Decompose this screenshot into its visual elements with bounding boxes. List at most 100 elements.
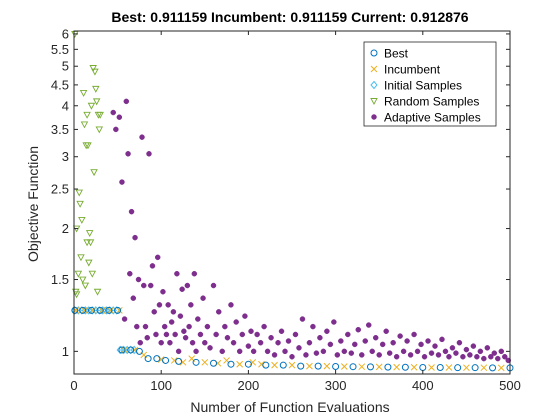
adaptive-samples-point (239, 331, 246, 338)
adaptive-samples-point (181, 328, 187, 335)
y-tick-label: 2 (62, 221, 69, 236)
adaptive-samples-point (352, 341, 358, 348)
random-samples-point (90, 169, 98, 177)
adaptive-samples-point (200, 295, 206, 301)
adaptive-samples-point (151, 309, 157, 315)
random-samples-point (89, 65, 97, 72)
adaptive-samples-point (121, 316, 128, 322)
legend-best-marker (370, 49, 378, 57)
adaptive-samples-point (463, 346, 470, 353)
adaptive-samples-point (228, 302, 234, 308)
best-point (114, 306, 122, 314)
adaptive-samples-point (355, 326, 362, 333)
best-point (384, 363, 392, 371)
adaptive-samples-point (285, 338, 292, 344)
incumbent-point (201, 358, 209, 366)
adaptive-samples-point (303, 352, 309, 358)
adaptive-samples-point (242, 313, 248, 319)
adaptive-samples-point (158, 339, 164, 346)
adaptive-samples-point (359, 352, 365, 358)
adaptive-samples-point (233, 319, 239, 325)
best-point (314, 362, 322, 370)
incumbent-point (428, 364, 435, 371)
adaptive-samples-point (310, 323, 316, 330)
random-samples-point (92, 85, 100, 93)
y-tick-label: 5.5 (51, 42, 69, 57)
adaptive-samples-point (144, 334, 150, 341)
adaptive-samples-point (197, 331, 204, 338)
random-samples-point (84, 142, 92, 150)
adaptive-samples-point (128, 208, 135, 215)
adaptive-samples-point (189, 339, 196, 346)
adaptive-samples-point (296, 345, 302, 351)
adaptive-samples-point (428, 350, 435, 356)
adaptive-samples-point (289, 353, 295, 360)
legend[interactable]: Best Incumbent Initial Samples Random Sampl… (363, 41, 497, 127)
adaptive-samples-point (132, 234, 138, 241)
legend-initial-samples-label: Initial Samples (384, 79, 462, 93)
y-tick-label: 4 (62, 98, 69, 113)
best-point (127, 346, 135, 354)
adaptive-samples-point (184, 282, 191, 289)
random-samples-point (76, 200, 84, 208)
adaptive-samples-point (488, 353, 494, 360)
adaptive-samples-point (191, 270, 198, 277)
best-point (192, 358, 200, 366)
incumbent-point (323, 362, 331, 370)
random-samples-point (78, 276, 87, 284)
adaptive-samples-point (299, 316, 306, 322)
best-point (436, 363, 444, 371)
best-point (366, 363, 374, 371)
best-point (118, 346, 126, 354)
adaptive-samples-point (261, 323, 267, 330)
adaptive-samples-point (495, 355, 501, 362)
incumbent-point (249, 358, 257, 366)
incumbent-point (271, 361, 278, 369)
adaptive-samples-point (137, 339, 144, 346)
adaptive-samples-point (404, 338, 410, 344)
incumbent-point (98, 307, 106, 314)
adaptive-samples-point (222, 323, 228, 330)
adaptive-samples-point (202, 339, 208, 346)
adaptive-samples-point (414, 348, 421, 355)
y-tick-label: 1 (62, 344, 69, 359)
random-samples-point (91, 68, 99, 76)
adaptive-samples-point (149, 263, 156, 269)
adaptive-samples-point (460, 353, 466, 360)
incumbent-point (115, 307, 123, 314)
legend-best-label: Best (384, 47, 409, 61)
best-point (135, 347, 143, 355)
x-tick-label: 200 (238, 378, 260, 393)
x-tick-label: 500 (499, 378, 521, 393)
legend-initial-samples-marker (370, 80, 378, 90)
legend-random-samples-marker (370, 98, 378, 105)
adaptive-samples-point (334, 352, 341, 358)
random-samples-point (93, 288, 102, 296)
adaptive-samples-point (292, 331, 299, 338)
adaptive-samples-point (154, 254, 161, 261)
adaptive-samples-point (362, 338, 368, 344)
legend-adaptive-samples-marker (371, 114, 377, 120)
y-tick-label: 4.5 (51, 77, 69, 92)
incumbent-point (393, 363, 400, 371)
adaptive-samples-point (407, 352, 414, 358)
adaptive-samples-point (172, 331, 178, 338)
adaptive-samples-point (135, 276, 142, 283)
best-point (153, 355, 161, 363)
adaptive-samples-point (113, 126, 119, 133)
adaptive-samples-point (250, 348, 257, 355)
adaptive-samples-point (210, 282, 217, 289)
adaptive-samples-point (425, 338, 431, 344)
incumbent-point (410, 363, 418, 371)
adaptive-samples-point (264, 348, 271, 355)
adaptive-samples-point (390, 339, 396, 346)
adaptive-samples-point (432, 343, 438, 349)
best-point (144, 355, 152, 363)
adaptive-samples-point (282, 348, 288, 355)
adaptive-samples-point (153, 331, 159, 338)
adaptive-samples-point (219, 348, 225, 355)
adaptive-samples-point (161, 323, 168, 330)
random-samples-point (92, 98, 101, 106)
adaptive-samples-point (456, 339, 463, 346)
